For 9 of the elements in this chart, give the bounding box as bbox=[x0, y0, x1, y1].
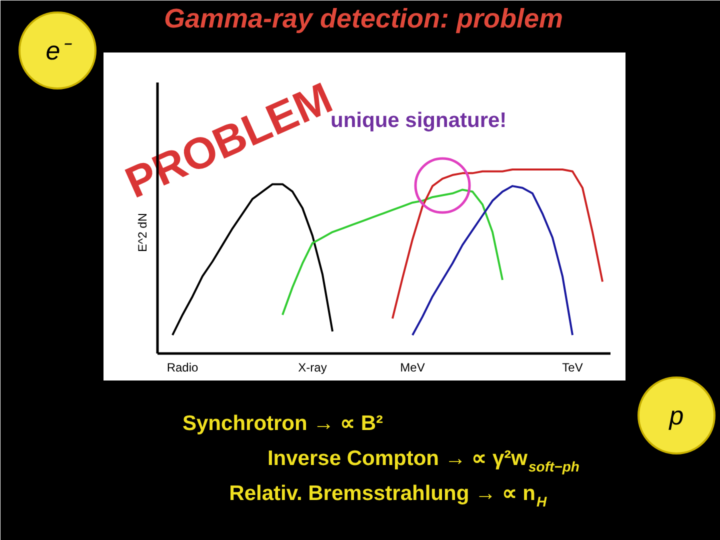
text: Synchrotron → ∝ B² bbox=[182, 412, 384, 435]
chart-title: Gamma-ray detection: problem bbox=[164, 4, 564, 34]
text: p bbox=[668, 400, 684, 430]
x-tick-label: Radio bbox=[166, 360, 199, 374]
text: e⁻ bbox=[46, 36, 72, 66]
x-tick-label: X-ray bbox=[298, 360, 327, 374]
x-tick-label: MeV bbox=[400, 360, 425, 374]
y-axis-title: E^2 dN bbox=[136, 213, 150, 252]
x-tick-label: TeV bbox=[562, 360, 583, 374]
